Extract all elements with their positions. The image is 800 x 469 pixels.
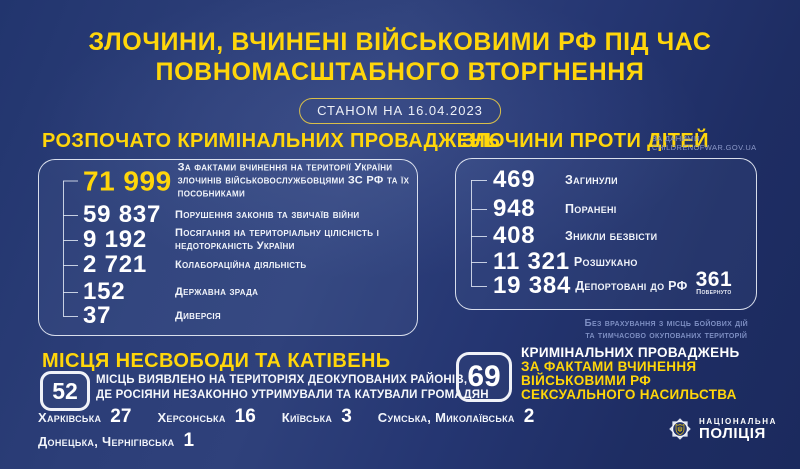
region-value: 16: [234, 406, 256, 427]
stat-row: 408 Зникли безвісти: [471, 222, 753, 250]
region-item: Київська 3: [282, 406, 352, 428]
sv-line1: КРИМІНАЛЬНИХ ПРОВАДЖЕНЬ: [521, 345, 740, 360]
sexual-violence-count-badge: 69: [456, 352, 512, 402]
title-line1: ЗЛОЧИНИ, ВЧИНЕНІ ВІЙСЬКОВИМИ РФ ПІД ЧАС: [88, 28, 712, 56]
bracket-tick: [63, 315, 78, 317]
children-footnote: Без врахування з місць бойових дій та ти…: [585, 318, 748, 341]
bracket-tick: [471, 285, 487, 287]
stat-value: 469: [493, 166, 536, 193]
region-value: 27: [110, 406, 132, 427]
source-note: ЗА ДАНИМИ CHILDRENOFWAR.GOV.UA: [652, 134, 757, 152]
stat-label: Загинули: [565, 173, 618, 187]
stat-value: 59 837: [83, 201, 162, 228]
region-value: 2: [523, 406, 535, 427]
stat-row: 37 Диверсія: [63, 302, 413, 330]
sv-line2: ЗА ФАКТАМИ ВЧИНЕННЯ: [521, 359, 697, 374]
sv-line3: ВІЙСЬКОВИМИ РФ: [521, 373, 652, 388]
stat-label: Порушення законів та звичаїв війни: [175, 208, 360, 221]
stat-row: 19 384 Депортовані до РФ 361 Повернуто: [471, 268, 753, 300]
sexual-violence-text: КРИМІНАЛЬНИХ ПРОВАДЖЕНЬ ЗА ФАКТАМИ ВЧИНЕ…: [521, 346, 740, 402]
footnote-line2: та тимчасово окупованих територій: [585, 329, 748, 341]
bracket-tick: [63, 180, 78, 182]
region-item: Херсонська 16: [157, 406, 255, 428]
detention-count-badge: 52: [40, 371, 90, 411]
stat-label: Зникли безвісти: [565, 229, 658, 243]
bracket-line: [63, 181, 64, 316]
proceedings-box: 71 999 За фактами вчинення на території …: [38, 159, 418, 336]
stat-value: 152: [83, 278, 126, 305]
detention-header: МІСЦЯ НЕСВОБОДИ ТА КАТІВЕНЬ: [42, 350, 391, 372]
bracket-tick: [63, 239, 78, 241]
returned-value: 361: [695, 268, 733, 291]
stat-row: 948 Поранені: [471, 195, 753, 223]
bracket-tick: [63, 264, 78, 266]
regions-row: Донецька, Чернігівська 1: [38, 430, 194, 452]
region-name: Донецька, Чернігівська: [38, 434, 175, 449]
stat-value: 19 384: [493, 272, 572, 299]
source-line2: CHILDRENOFWAR.GOV.UA: [652, 143, 757, 152]
region-value: 1: [183, 430, 195, 451]
stat-label: Поранені: [565, 202, 617, 216]
region-item: Донецька, Чернігівська 1: [38, 430, 194, 452]
logo-text: НАЦІОНАЛЬНА ПОЛІЦІЯ: [699, 417, 777, 442]
bracket-tick: [471, 235, 487, 237]
stat-value: 11 321: [493, 248, 570, 275]
region-name: Сумська, Миколаївська: [377, 410, 515, 425]
source-line1: ЗА ДАНИМИ: [652, 134, 700, 143]
stat-value: 9 192: [83, 226, 148, 253]
stat-label: За фактами вчинення на території України…: [177, 161, 410, 200]
stat-label: Колабораційна діяльність: [175, 258, 307, 271]
stat-row: 9 192 Посягання на територіальну цілісні…: [63, 226, 413, 254]
logo-line1: НАЦІОНАЛЬНА: [699, 416, 778, 426]
stat-value: 408: [493, 222, 536, 249]
bracket-line: [471, 180, 472, 286]
stat-row: 152 Державна зрада: [63, 278, 413, 306]
logo-line2: ПОЛІЦІЯ: [699, 424, 766, 442]
stat-row: 11 321 Розшукано: [471, 248, 753, 276]
police-badge-icon: [669, 418, 691, 440]
bracket-tick: [63, 214, 78, 216]
stat-label: Державна зрада: [175, 285, 259, 298]
region-value: 3: [341, 406, 352, 427]
national-police-logo: НАЦІОНАЛЬНА ПОЛІЦІЯ: [667, 415, 777, 443]
stat-row: 59 837 Порушення законів та звичаїв війн…: [63, 201, 413, 229]
returned-label: Повернуто: [696, 289, 732, 296]
region-name: Херсонська: [157, 410, 226, 425]
detention-desc-line1: МІСЦЬ ВИЯВЛЕНО НА ТЕРИТОРІЯХ ДЕОКУПОВАНИ…: [96, 374, 468, 386]
region-item: Сумська, Миколаївська 2: [378, 406, 535, 428]
sv-line4: СЕКСУАЛЬНОГО НАСИЛЬСТВА: [521, 387, 737, 402]
bracket-tick: [471, 208, 487, 210]
footnote-line1: Без врахування з місць бойових дій: [584, 318, 748, 329]
stat-row: 2 721 Колабораційна діяльність: [63, 251, 413, 279]
bracket-tick: [63, 291, 78, 293]
children-header: ЗЛОЧИНИ ПРОТИ ДІТЕЙ: [462, 130, 709, 152]
stat-label: Посягання на територіальну цілісність і …: [175, 227, 380, 252]
region-name: Харківська: [38, 410, 102, 425]
stat-value: 71 999: [83, 165, 172, 196]
region-name: Київська: [281, 410, 333, 425]
proceedings-header: РОЗПОЧАТО КРИМІНАЛЬНИХ ПРОВАДЖЕНЬ: [42, 130, 501, 152]
date-badge: СТАНОМ НА 16.04.2023: [299, 98, 501, 124]
bracket-tick: [471, 261, 487, 263]
regions-row: Харківська 27 Херсонська 16 Київська 3 С…: [38, 406, 534, 428]
page-title: ЗЛОЧИНИ, ВЧИНЕНІ ВІЙСЬКОВИМИ РФ ПІД ЧАС …: [0, 27, 800, 87]
stat-label: Диверсія: [175, 309, 221, 322]
bracket-tick: [471, 179, 487, 181]
stat-value: 948: [493, 195, 536, 222]
title-line2: ПОВНОМАСШТАБНОГО ВТОРГНЕННЯ: [155, 58, 645, 86]
detention-description: МІСЦЬ ВИЯВЛЕНО НА ТЕРИТОРІЯХ ДЕОКУПОВАНИ…: [96, 373, 489, 403]
stat-row: 71 999 За фактами вчинення на території …: [63, 162, 413, 201]
children-box: 469 Загинули 948 Поранені 408 Зникли без…: [455, 158, 757, 310]
returned-stat: 361 Повернуто: [695, 268, 733, 296]
detention-desc-line2: ДЕ РОСІЯНИ НЕЗАКОННО УТРИМУВАЛИ ТА КАТУВ…: [96, 389, 489, 401]
stat-row: 469 Загинули: [471, 166, 753, 194]
region-item: Харківська 27: [38, 406, 131, 428]
stat-label: Депортовані до РФ: [575, 279, 688, 293]
stat-value: 2 721: [83, 251, 148, 278]
stat-value: 37: [83, 302, 112, 329]
stat-label: Розшукано: [573, 255, 638, 269]
